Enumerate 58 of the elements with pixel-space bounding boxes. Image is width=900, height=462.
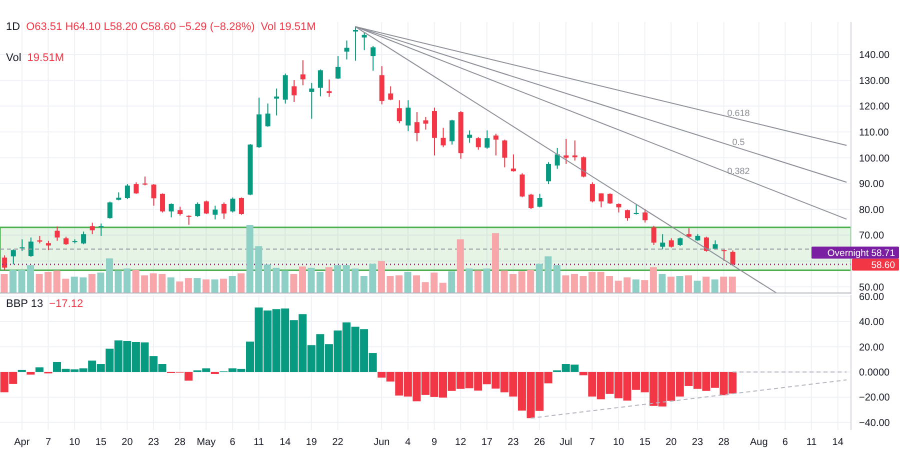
x-tick-label: 23: [692, 437, 704, 448]
ref-line-label: 58.60: [871, 260, 895, 272]
y-tick-label: 20.00: [859, 342, 884, 354]
x-tick-label: May: [196, 437, 216, 448]
x-tick-label: 26: [534, 437, 546, 448]
chart-title: 1D: [6, 20, 20, 34]
y-tick-label: 80.00: [859, 204, 884, 216]
x-tick-label: 28: [718, 437, 730, 448]
x-tick-label: 4: [405, 437, 412, 448]
y-tick-label: −40.00: [859, 418, 890, 429]
x-tick-label: Aug: [750, 437, 768, 448]
x-tick-label: 6: [782, 437, 788, 448]
x-tick-label: 9: [431, 437, 438, 448]
x-tick-label: 11: [806, 437, 818, 448]
x-tick-label: 14: [832, 437, 844, 448]
y-tick-label: 40.00: [859, 317, 884, 328]
x-tick-label: Jul: [559, 437, 572, 448]
x-tick-label: 23: [508, 437, 520, 448]
y-tick-label: 100.00: [859, 153, 890, 164]
y-tick-label: 120.00: [859, 102, 890, 113]
x-tick-label: 20: [666, 437, 678, 448]
ref-line-label: Overnight 58.71: [827, 248, 895, 260]
x-tick-label: 15: [639, 437, 651, 448]
annotation: Vol 19.51M: [260, 20, 316, 34]
chart-title: Vol: [6, 51, 22, 65]
annotation: −17.12: [49, 297, 84, 311]
y-tick-label: 0.0000: [859, 368, 890, 379]
annotation: O63.51 H64.10 L58.20 C58.60 −5.29 (−8.28%): [26, 20, 255, 34]
x-tick-label: 15: [95, 437, 107, 448]
y-tick-label: 130.00: [859, 76, 890, 87]
y-tick-label: 60.00: [859, 292, 884, 303]
x-tick-label: 7: [45, 437, 52, 448]
series-label: 0.382: [727, 166, 750, 176]
x-tick-label: 10: [612, 437, 625, 448]
y-tick-label: 70.00: [859, 230, 884, 242]
y-tick-label: 110.00: [859, 127, 890, 138]
x-tick-label: 11: [254, 437, 264, 448]
x-tick-label: Apr: [14, 437, 30, 448]
y-tick-label: 50.00: [859, 282, 884, 294]
x-tick-label: 6: [230, 437, 236, 448]
x-tick-label: 14: [280, 437, 292, 448]
x-tick-label: 20: [122, 437, 134, 448]
x-tick-label: 28: [174, 437, 186, 448]
annotation: 19.51M: [27, 51, 64, 65]
x-tick-label: 23: [148, 437, 160, 448]
x-tick-label: Jun: [374, 437, 390, 448]
x-tick-label: 19: [306, 437, 318, 448]
series-label: 0.5: [732, 137, 745, 148]
y-tick-label: −20.00: [859, 392, 890, 404]
series-label: 0.618: [727, 108, 750, 118]
y-tick-label: 140.00: [859, 50, 890, 62]
x-tick-label: 12: [455, 437, 467, 448]
x-tick-label: 17: [481, 437, 493, 448]
x-tick-label: 22: [332, 437, 344, 448]
chart-title: BBP 13: [6, 297, 44, 311]
x-tick-label: 7: [589, 437, 596, 448]
x-tick-label: 10: [69, 437, 81, 448]
y-tick-label: 90.00: [859, 179, 884, 190]
